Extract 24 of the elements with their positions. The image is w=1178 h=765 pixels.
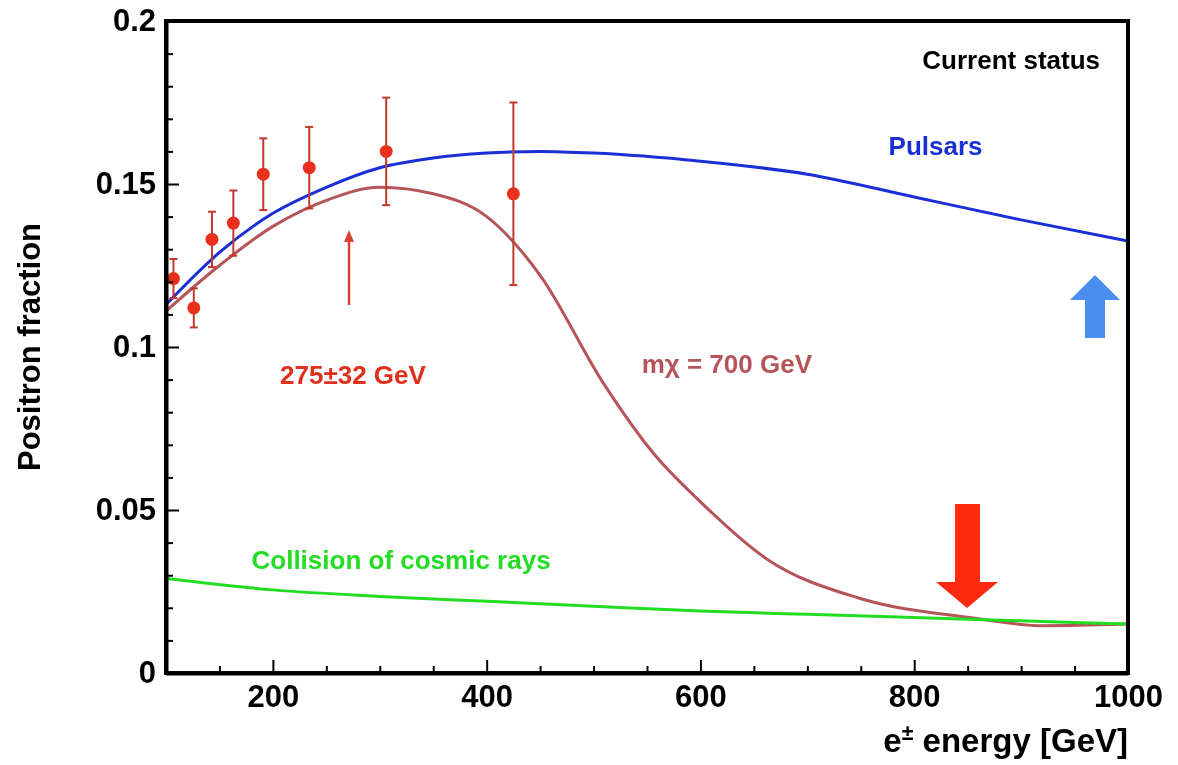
y-tick-label: 0.15 [95, 166, 156, 202]
x-tick-label: 600 [675, 679, 727, 715]
x-tick-label: 1000 [1094, 679, 1163, 715]
series-label: Collision of cosmic rays [251, 544, 551, 575]
y-tick-label: 0 [138, 655, 156, 691]
point [302, 161, 316, 175]
x-axis-title: e$^{±}$ energy [GeV] [883, 721, 1128, 759]
point [187, 301, 201, 315]
x-tick-label: 200 [247, 679, 300, 715]
y-tick-label: 0.1 [112, 329, 156, 365]
x-tick-label: 800 [888, 679, 941, 715]
point [379, 144, 393, 158]
y-tick-label: 0.2 [112, 3, 156, 39]
y-axis-title: Positron fraction [12, 222, 47, 472]
point [256, 167, 270, 181]
annotation: 275±32 GeV [280, 360, 427, 390]
y-tick-label: 0.05 [95, 492, 156, 528]
point [205, 232, 219, 246]
series-label: mχ = 700 GeV [641, 349, 813, 380]
annotation: Current status [922, 45, 1100, 75]
point [506, 187, 520, 201]
series-label: Pulsars [888, 130, 983, 161]
point [226, 216, 240, 230]
x-tick-label: 400 [461, 679, 514, 715]
